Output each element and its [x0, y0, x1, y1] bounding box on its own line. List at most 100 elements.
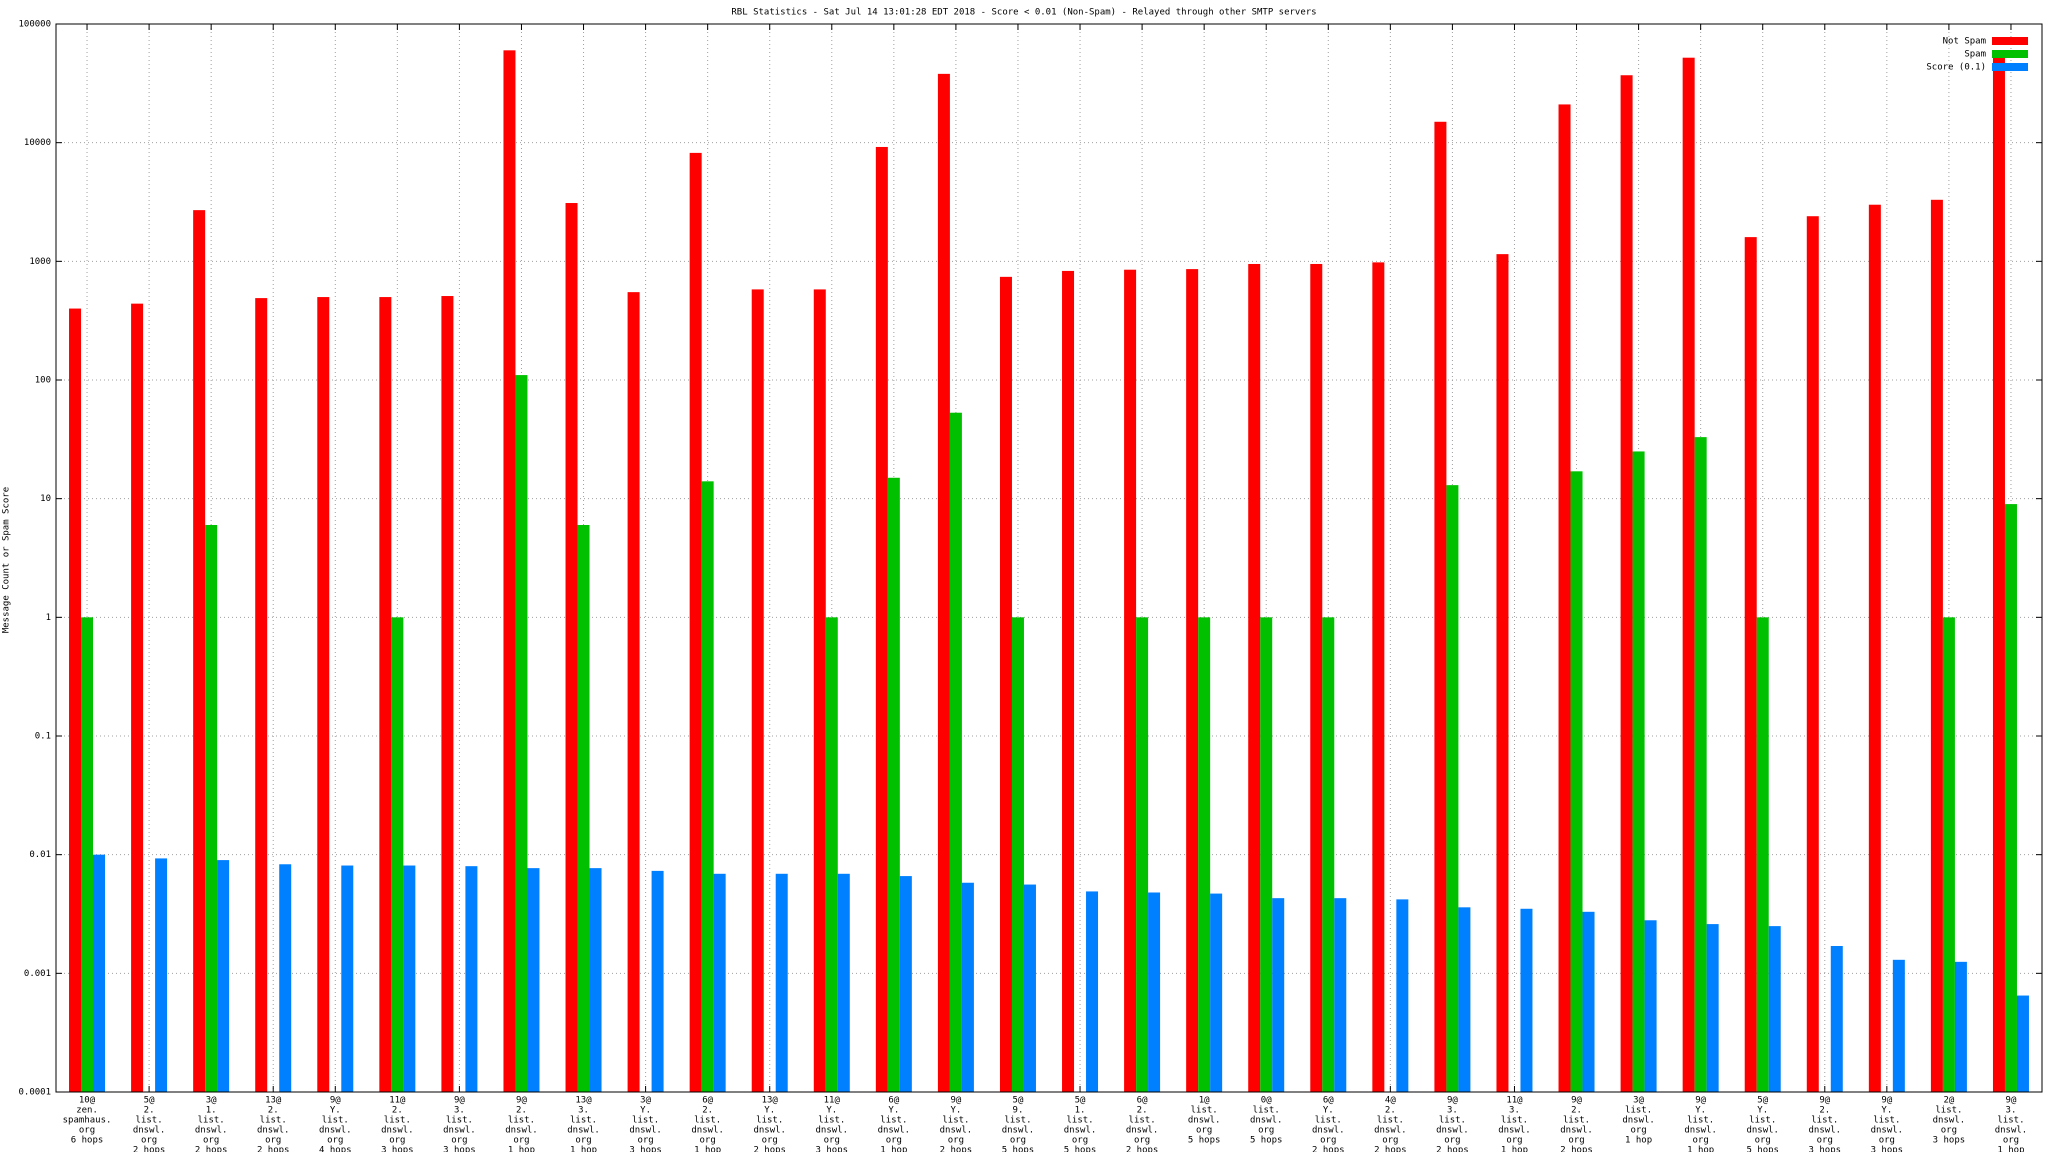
legend-label: Score (0.1)	[1926, 63, 1986, 73]
x-tick-label: org	[2003, 1136, 2019, 1146]
bar	[1260, 617, 1273, 1092]
x-tick-label: 2.	[1571, 1106, 1582, 1116]
bar	[1644, 920, 1657, 1092]
bar	[1186, 269, 1199, 1092]
bar	[1023, 884, 1036, 1092]
bar	[937, 73, 950, 1093]
bar	[317, 297, 330, 1093]
y-tick-label: 10	[40, 494, 51, 504]
bar	[341, 865, 354, 1092]
x-tick-label: dnswl.	[1374, 1126, 1407, 1136]
x-tick-label: list.	[1191, 1106, 1218, 1116]
x-tick-label: org	[1134, 1136, 1150, 1146]
x-tick-label: 2 hops	[133, 1146, 166, 1152]
x-tick-label: 2 hops	[940, 1146, 973, 1152]
bar	[1458, 907, 1471, 1092]
x-tick-label: dnswl.	[629, 1126, 662, 1136]
x-tick-label: org	[1010, 1136, 1026, 1146]
x-tick-label: 9@	[454, 1096, 465, 1106]
x-tick-label: dnswl.	[1622, 1116, 1655, 1126]
x-tick-label: dnswl.	[1188, 1116, 1221, 1126]
bar	[1446, 485, 1459, 1092]
x-tick-label: org	[1941, 1126, 1957, 1136]
x-tick-label: org	[1444, 1136, 1460, 1146]
x-tick-label: 6@	[888, 1096, 899, 1106]
x-tick-label: 2 hops	[1560, 1146, 1593, 1152]
bar	[1136, 617, 1149, 1092]
x-tick-label: org	[700, 1136, 716, 1146]
x-tick-label: 2.	[516, 1106, 527, 1116]
x-tick-label: list.	[694, 1116, 721, 1126]
x-tick-label: 1@	[1199, 1096, 1210, 1106]
x-tick-label: 9@	[1571, 1096, 1582, 1106]
y-tick-label: 0.01	[29, 850, 51, 860]
x-tick-label: 10@	[79, 1096, 96, 1106]
x-tick-label: 11@	[389, 1096, 406, 1106]
legend-swatch	[1992, 37, 2028, 45]
bar	[875, 146, 888, 1092]
bar	[1806, 216, 1819, 1092]
x-tick-label: 3 hops	[1871, 1146, 1904, 1152]
x-tick-label: dnswl.	[1560, 1126, 1593, 1136]
x-tick-label: list.	[508, 1116, 535, 1126]
x-tick-label: Y.	[1323, 1106, 1334, 1116]
x-tick-label: list.	[1439, 1116, 1466, 1126]
x-tick-label: org	[79, 1126, 95, 1136]
x-tick-label: 3@	[1633, 1096, 1644, 1106]
x-tick-label: 9@	[1819, 1096, 1830, 1106]
x-tick-label: Y.	[1757, 1106, 1768, 1116]
x-tick-label: org	[575, 1136, 591, 1146]
x-tick-label: list.	[632, 1116, 659, 1126]
x-tick-label: dnswl.	[1995, 1126, 2028, 1136]
x-tick-label: 2.	[392, 1106, 403, 1116]
x-tick-label: dnswl.	[1809, 1126, 1842, 1136]
x-tick-label: 6@	[1137, 1096, 1148, 1106]
x-tick-label: list.	[1066, 1116, 1093, 1126]
bar	[69, 308, 82, 1092]
x-tick-label: dnswl.	[133, 1126, 166, 1136]
bar	[1694, 437, 1707, 1092]
bar	[1768, 926, 1781, 1092]
x-tick-label: 5 hops	[1188, 1136, 1221, 1146]
y-tick-label: 1	[46, 613, 51, 623]
bar	[899, 876, 912, 1092]
x-tick-label: 1 hop	[694, 1146, 721, 1152]
x-tick-label: list.	[198, 1116, 225, 1126]
x-tick-label: dnswl.	[1933, 1116, 1966, 1126]
bar	[1706, 924, 1719, 1092]
x-tick-label: list.	[136, 1116, 163, 1126]
x-tick-label: list.	[1873, 1116, 1900, 1126]
x-tick-label: 3@	[206, 1096, 217, 1106]
bar	[949, 412, 962, 1093]
x-tick-label: dnswl.	[1250, 1116, 1283, 1126]
x-tick-label: dnswl.	[505, 1126, 538, 1136]
x-tick-label: org	[1817, 1136, 1833, 1146]
chart-title: RBL Statistics - Sat Jul 14 13:01:28 EDT…	[731, 8, 1316, 18]
bar	[887, 477, 900, 1092]
x-tick-label: 3 hops	[629, 1146, 662, 1152]
x-tick-label: 3@	[640, 1096, 651, 1106]
legend-swatch	[1992, 63, 2028, 71]
x-tick-label: 2.	[268, 1106, 279, 1116]
bar	[465, 866, 478, 1092]
bar	[1558, 104, 1571, 1092]
x-tick-label: org	[513, 1136, 529, 1146]
x-tick-label: list.	[1935, 1106, 1962, 1116]
x-tick-label: zen.	[76, 1106, 98, 1116]
x-tick-label: org	[1693, 1136, 1709, 1146]
x-tick-label: org	[1879, 1136, 1895, 1146]
x-tick-label: Y.	[1881, 1106, 1892, 1116]
x-tick-label: list.	[570, 1116, 597, 1126]
x-tick-label: 3.	[578, 1106, 589, 1116]
x-tick-label: 1 hop	[508, 1146, 535, 1152]
bar	[391, 617, 404, 1092]
x-tick-label: 2.	[144, 1106, 155, 1116]
bar	[527, 868, 540, 1092]
bar	[1124, 269, 1137, 1092]
x-tick-label: org	[1755, 1136, 1771, 1146]
bar	[1086, 891, 1099, 1092]
bar	[1011, 617, 1024, 1092]
x-tick-label: list.	[818, 1116, 845, 1126]
x-tick-label: 9@	[1881, 1096, 1892, 1106]
x-tick-label: list.	[1625, 1106, 1652, 1116]
